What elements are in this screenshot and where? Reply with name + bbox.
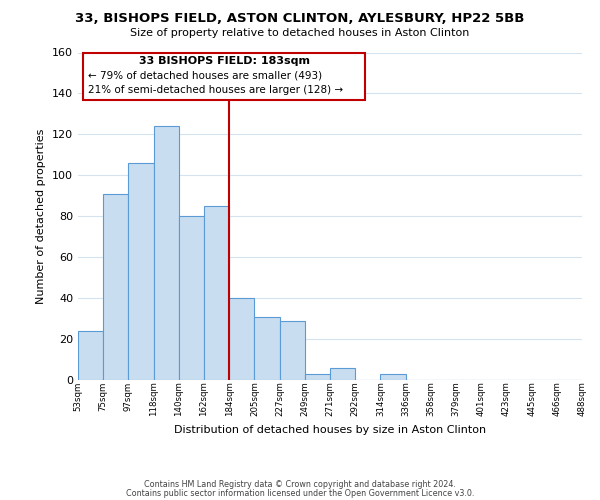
Text: 33, BISHOPS FIELD, ASTON CLINTON, AYLESBURY, HP22 5BB: 33, BISHOPS FIELD, ASTON CLINTON, AYLESB… [76,12,524,26]
Bar [305,374,330,380]
Bar [78,331,103,380]
Bar [254,316,280,380]
Bar [154,126,179,380]
FancyBboxPatch shape [83,52,365,100]
Bar [128,163,154,380]
Text: ← 79% of detached houses are smaller (493): ← 79% of detached houses are smaller (49… [88,70,322,81]
X-axis label: Distribution of detached houses by size in Aston Clinton: Distribution of detached houses by size … [174,424,486,434]
Text: Contains public sector information licensed under the Open Government Licence v3: Contains public sector information licen… [126,489,474,498]
Text: Size of property relative to detached houses in Aston Clinton: Size of property relative to detached ho… [130,28,470,38]
Bar [179,216,204,380]
Bar [103,194,128,380]
Text: Contains HM Land Registry data © Crown copyright and database right 2024.: Contains HM Land Registry data © Crown c… [144,480,456,489]
Bar [204,206,229,380]
Text: 33 BISHOPS FIELD: 183sqm: 33 BISHOPS FIELD: 183sqm [139,56,310,66]
Y-axis label: Number of detached properties: Number of detached properties [37,128,46,304]
Bar [330,368,355,380]
Bar [380,374,406,380]
Bar [229,298,254,380]
Bar [280,320,305,380]
Text: 21% of semi-detached houses are larger (128) →: 21% of semi-detached houses are larger (… [88,85,343,95]
